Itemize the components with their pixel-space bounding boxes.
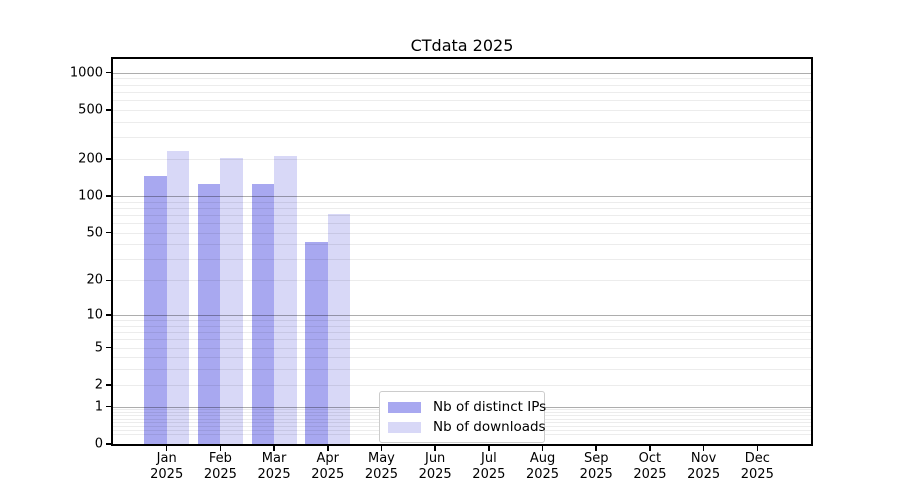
y-tick-label: 20 bbox=[86, 272, 103, 288]
minor-gridline bbox=[113, 121, 811, 123]
y-tick-label: 500 bbox=[78, 102, 103, 118]
x-tick-mark bbox=[434, 446, 436, 451]
y-tick-mark bbox=[106, 71, 111, 74]
minor-gridline bbox=[113, 100, 811, 102]
y-tick-mark bbox=[106, 195, 111, 197]
x-tick-mark bbox=[649, 446, 651, 451]
bar-downloads bbox=[274, 155, 297, 444]
x-tick-label: Apr 2025 bbox=[311, 451, 345, 482]
bar-downloads bbox=[220, 157, 243, 444]
y-tick-label: 100 bbox=[78, 188, 103, 204]
minor-gridline bbox=[113, 78, 811, 80]
bar-distinct-ips bbox=[144, 176, 167, 444]
bar-distinct-ips bbox=[251, 184, 275, 444]
major-gridline bbox=[113, 72, 811, 74]
bar-distinct-ips bbox=[305, 241, 328, 444]
plot-area bbox=[106, 57, 813, 451]
x-tick-mark bbox=[488, 446, 490, 451]
x-tick-label: Nov 2025 bbox=[687, 451, 721, 482]
y-tick-mark bbox=[106, 231, 111, 234]
legend-label: Nb of downloads bbox=[433, 419, 546, 435]
x-tick-label: Jul 2025 bbox=[472, 451, 506, 482]
x-tick-label: Sep 2025 bbox=[579, 451, 613, 482]
legend-label: Nb of distinct IPs bbox=[433, 399, 547, 415]
legend-item: Nb of distinct IPs bbox=[388, 397, 546, 417]
x-tick-label: Aug 2025 bbox=[525, 451, 560, 482]
x-axis: Jan 2025 Feb 2025 Mar 2025 Apr 2025 May 2025… bbox=[113, 451, 811, 491]
y-tick-mark bbox=[106, 279, 111, 282]
legend-swatch-downloads bbox=[388, 421, 421, 433]
x-tick-mark bbox=[756, 446, 759, 451]
legend-item: Nb of downloads bbox=[388, 417, 546, 437]
x-tick-label: Jun 2025 bbox=[418, 451, 452, 482]
minor-gridline bbox=[113, 137, 811, 139]
y-tick-mark bbox=[106, 346, 111, 349]
x-tick-mark bbox=[595, 446, 597, 451]
x-tick-mark bbox=[702, 446, 705, 451]
legend-swatch-distinct-ips bbox=[388, 401, 421, 413]
x-tick-mark bbox=[219, 446, 222, 451]
x-tick-mark bbox=[273, 446, 275, 451]
y-tick-label: 0 bbox=[94, 436, 103, 452]
y-tick-label: 1000 bbox=[69, 65, 103, 81]
y-tick-label: 200 bbox=[78, 151, 103, 167]
x-tick-mark bbox=[541, 446, 544, 451]
minor-gridline bbox=[113, 158, 811, 160]
y-tick-label: 2 bbox=[94, 377, 103, 393]
x-tick-label: Oct 2025 bbox=[633, 451, 667, 482]
y-tick-label: 10 bbox=[86, 307, 103, 323]
y-tick-mark bbox=[106, 314, 111, 316]
y-tick-mark bbox=[106, 405, 111, 408]
x-tick-label: Feb 2025 bbox=[203, 451, 237, 482]
x-tick-label: May 2025 bbox=[364, 451, 398, 482]
chart-title: CTdata 2025 bbox=[410, 36, 514, 55]
x-tick-label: Jan 2025 bbox=[150, 451, 184, 482]
x-tick-mark bbox=[165, 446, 168, 451]
y-tick-label: 50 bbox=[86, 225, 103, 241]
y-axis: 0 1 2 5 10 20 50 100 200 500 1000 bbox=[0, 59, 103, 451]
y-tick-label: 5 bbox=[94, 340, 103, 356]
x-tick-label: Dec 2025 bbox=[740, 451, 774, 482]
y-tick-mark bbox=[106, 384, 111, 386]
legend: Nb of distinct IPs Nb of downloads bbox=[379, 391, 546, 443]
bar-downloads bbox=[166, 150, 190, 444]
minor-gridline bbox=[113, 84, 811, 86]
x-tick-label: Mar 2025 bbox=[257, 451, 291, 482]
x-tick-mark bbox=[380, 446, 383, 451]
minor-gridline bbox=[113, 109, 811, 111]
y-tick-mark bbox=[106, 158, 111, 160]
bar-downloads bbox=[327, 214, 351, 444]
bar-distinct-ips bbox=[197, 184, 221, 444]
y-tick-mark bbox=[106, 443, 111, 445]
y-tick-mark bbox=[106, 109, 111, 111]
y-tick-label: 1 bbox=[94, 399, 103, 415]
minor-gridline bbox=[113, 91, 811, 93]
x-tick-mark bbox=[327, 446, 329, 451]
